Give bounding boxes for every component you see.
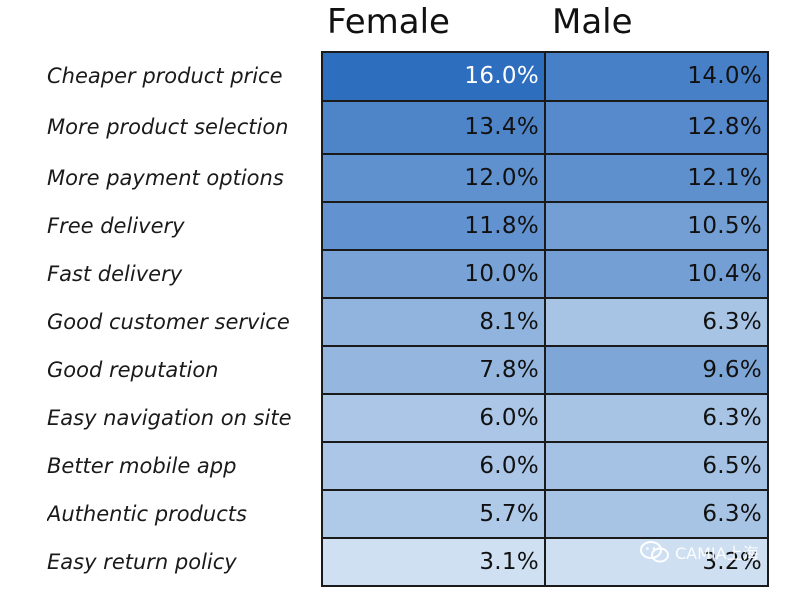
heatmap-cell-male: 12.8% <box>545 101 768 154</box>
row-label: Better mobile app <box>47 454 237 478</box>
row-label: Easy navigation on site <box>47 406 292 430</box>
heatmap-cell-male: 6.5% <box>545 442 768 490</box>
row-label: Good customer service <box>47 310 290 334</box>
heatmap-cell-male: 10.5% <box>545 202 768 250</box>
row-label: More payment options <box>47 166 284 190</box>
row-label: Fast delivery <box>47 262 183 286</box>
wechat-icon <box>640 540 670 564</box>
grid-line-vertical <box>321 51 323 587</box>
watermark: CAMIA上海 <box>640 540 759 564</box>
heatmap-cell-female: 10.0% <box>322 250 545 298</box>
row-label: Free delivery <box>47 214 185 238</box>
column-header-female: Female <box>327 2 450 42</box>
heatmap-cell-female: 7.8% <box>322 346 545 394</box>
heatmap-cell-female: 6.0% <box>322 442 545 490</box>
row-label: Authentic products <box>47 502 247 526</box>
grid-line-vertical <box>544 51 546 587</box>
column-header-male: Male <box>552 2 633 42</box>
heatmap-cell-female: 16.0% <box>322 52 545 101</box>
heatmap-cell-female: 6.0% <box>322 394 545 442</box>
heatmap-cell-male: 6.3% <box>545 394 768 442</box>
heatmap-cell-male: 12.1% <box>545 154 768 202</box>
heatmap-cell-male: 6.3% <box>545 490 768 538</box>
heatmap-cell-female: 3.1% <box>322 538 545 586</box>
heatmap-cell-female: 12.0% <box>322 154 545 202</box>
heatmap-cell-female: 5.7% <box>322 490 545 538</box>
heatmap-cell-male: 10.4% <box>545 250 768 298</box>
row-label: Good reputation <box>47 358 219 382</box>
row-label: Easy return policy <box>47 550 237 574</box>
watermark-text: CAMIA上海 <box>675 544 759 563</box>
heatmap-cell-female: 13.4% <box>322 101 545 154</box>
heatmap-cell-male: 14.0% <box>545 52 768 101</box>
row-label: Cheaper product price <box>47 64 283 88</box>
grid-line-vertical <box>767 51 769 587</box>
heatmap-cell-female: 8.1% <box>322 298 545 346</box>
heatmap-cell-male: 3.2% <box>545 538 768 586</box>
heatmap-cell-male: 9.6% <box>545 346 768 394</box>
row-label: More product selection <box>47 115 289 139</box>
heatmap-cell-male: 6.3% <box>545 298 768 346</box>
heatmap-cell-female: 11.8% <box>322 202 545 250</box>
